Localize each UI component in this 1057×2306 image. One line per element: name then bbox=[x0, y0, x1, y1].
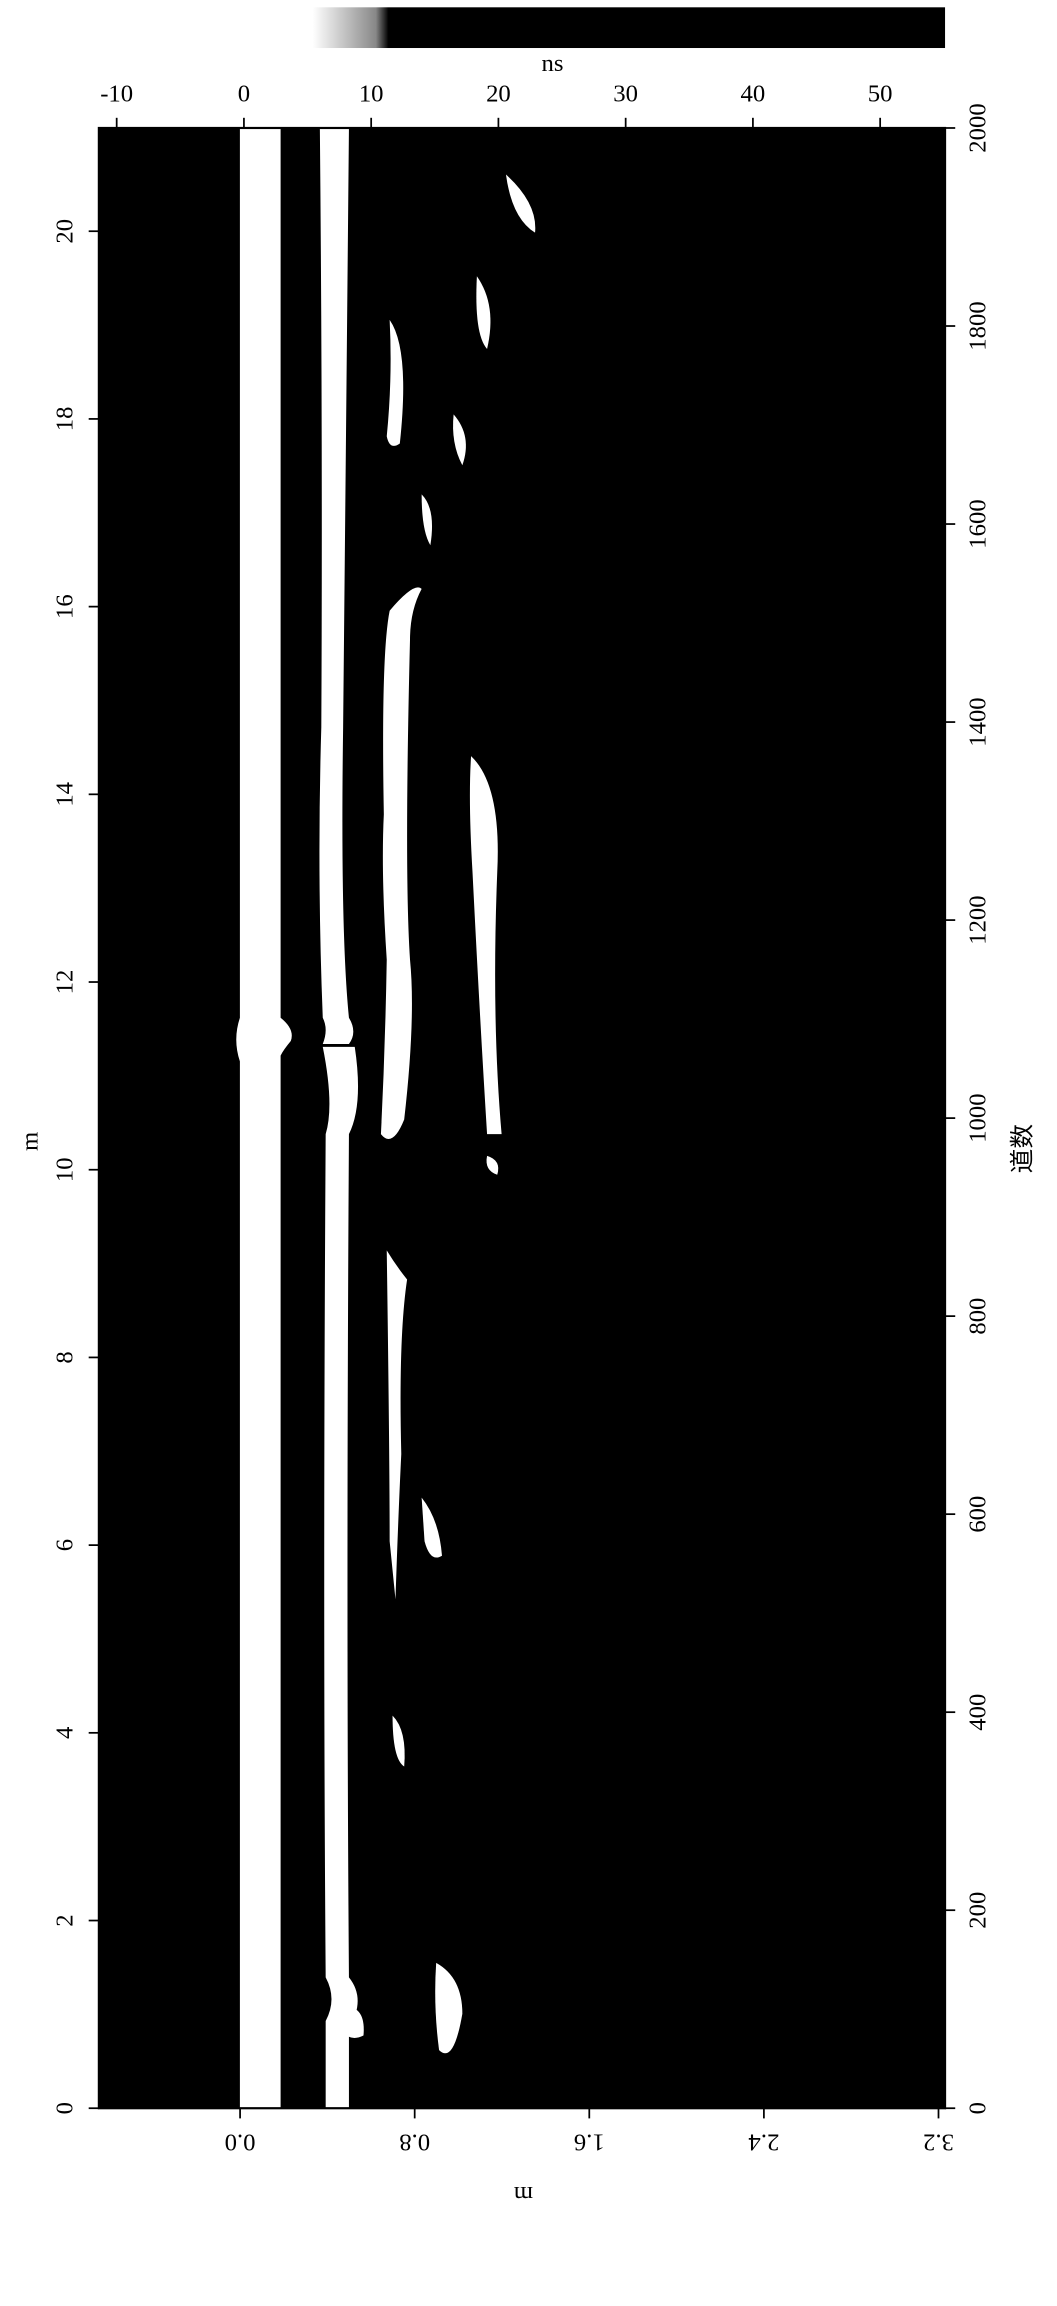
y-tick-label: 8 bbox=[52, 1351, 79, 1363]
y-tick-label: 14 bbox=[52, 782, 79, 807]
y2-axis-title: 道数 bbox=[1009, 1124, 1037, 1173]
x-tick-label: 50 bbox=[868, 81, 893, 108]
reflection-band bbox=[453, 414, 466, 466]
reflection-band bbox=[469, 756, 502, 1135]
reflection-band bbox=[421, 494, 433, 546]
reflection-band bbox=[319, 127, 354, 1044]
reflection-band bbox=[476, 276, 491, 349]
reflection-band bbox=[322, 1046, 359, 2109]
y-axis-title: m bbox=[17, 1132, 44, 1151]
reflection-band bbox=[386, 1250, 408, 1600]
reflection-band bbox=[392, 1715, 405, 1767]
y2-tick-label: 600 bbox=[965, 1496, 992, 1533]
x-tick-label: 20 bbox=[486, 81, 511, 108]
plot-area bbox=[98, 127, 946, 2109]
reflection-band bbox=[380, 587, 422, 1139]
y-tick-label: 12 bbox=[52, 970, 79, 995]
reflection-band bbox=[386, 319, 404, 446]
reflection-band bbox=[486, 1155, 499, 1175]
x2-tick-label: 0.8 bbox=[399, 2129, 430, 2156]
x-tick-label: -10 bbox=[100, 81, 133, 108]
x-tick-label: 0 bbox=[238, 81, 250, 108]
x-tick-label: 40 bbox=[741, 81, 766, 108]
y2-tick-label: 1600 bbox=[965, 499, 992, 548]
y-tick-label: 18 bbox=[52, 407, 79, 432]
y2-tick-label: 1400 bbox=[965, 697, 992, 746]
y-tick-label: 20 bbox=[52, 219, 79, 244]
y2-tick-label: 1000 bbox=[965, 1093, 992, 1142]
colorbar bbox=[312, 7, 946, 49]
x-tick-label: 30 bbox=[613, 81, 638, 108]
y-tick-label: 0 bbox=[52, 2102, 79, 2114]
reflection-band bbox=[236, 127, 292, 2109]
x2-tick-label: 2.4 bbox=[748, 2129, 779, 2156]
y2-tick-label: 1800 bbox=[965, 301, 992, 350]
y2-tick-label: 200 bbox=[965, 1892, 992, 1929]
y2-tick-label: 400 bbox=[965, 1694, 992, 1731]
y2-tick-label: 0 bbox=[965, 2102, 992, 2114]
y-tick-label: 16 bbox=[52, 594, 79, 619]
x-axis-title: ns bbox=[542, 50, 564, 77]
y2-tick-label: 1200 bbox=[965, 895, 992, 944]
plot-background bbox=[98, 127, 946, 2109]
reflection-band bbox=[435, 1962, 463, 2054]
y-tick-label: 6 bbox=[52, 1539, 79, 1551]
reflection-band bbox=[421, 1497, 442, 1558]
x-tick-label: 10 bbox=[359, 81, 384, 108]
y-tick-label: 10 bbox=[52, 1157, 79, 1182]
y-tick-label: 2 bbox=[52, 1914, 79, 1926]
reflection-band bbox=[505, 174, 536, 233]
y2-tick-label: 800 bbox=[965, 1298, 992, 1335]
x2-tick-label: 1.6 bbox=[574, 2129, 605, 2156]
reflection-band bbox=[340, 2006, 364, 2038]
x2-tick-label: 3.2 bbox=[923, 2129, 954, 2156]
y2-tick-label: 2000 bbox=[965, 103, 992, 152]
x2-axis-title: m bbox=[514, 2181, 533, 2208]
y-tick-label: 4 bbox=[52, 1727, 79, 1739]
x2-tick-label: 0.0 bbox=[225, 2129, 256, 2156]
